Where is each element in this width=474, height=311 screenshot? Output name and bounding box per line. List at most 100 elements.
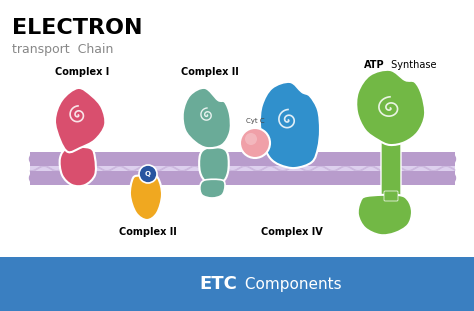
Circle shape — [51, 173, 62, 183]
Circle shape — [274, 154, 285, 165]
Circle shape — [200, 154, 211, 165]
PathPatch shape — [200, 179, 225, 198]
Circle shape — [210, 154, 221, 165]
FancyBboxPatch shape — [384, 191, 398, 201]
Circle shape — [392, 154, 402, 165]
Circle shape — [157, 154, 168, 165]
Text: Cyt C: Cyt C — [246, 118, 264, 124]
Circle shape — [72, 154, 83, 165]
Circle shape — [328, 154, 338, 165]
Text: ATP: ATP — [365, 60, 385, 70]
Circle shape — [445, 173, 456, 183]
Circle shape — [370, 173, 381, 183]
Circle shape — [317, 173, 328, 183]
Circle shape — [423, 154, 434, 165]
PathPatch shape — [182, 88, 231, 148]
PathPatch shape — [260, 82, 320, 168]
Circle shape — [253, 154, 264, 165]
Circle shape — [125, 154, 136, 165]
Text: ELECTRON: ELECTRON — [12, 18, 143, 38]
Circle shape — [125, 173, 136, 183]
Circle shape — [72, 173, 83, 183]
Circle shape — [445, 154, 456, 165]
PathPatch shape — [358, 195, 412, 235]
Circle shape — [189, 154, 200, 165]
Text: transport  Chain: transport Chain — [12, 44, 113, 57]
Circle shape — [328, 173, 338, 183]
Circle shape — [242, 154, 253, 165]
Circle shape — [179, 173, 190, 183]
Circle shape — [82, 154, 94, 165]
Circle shape — [402, 154, 413, 165]
Text: Complex I: Complex I — [55, 67, 109, 77]
Circle shape — [434, 154, 445, 165]
Circle shape — [349, 173, 360, 183]
Circle shape — [240, 128, 270, 158]
Circle shape — [434, 173, 445, 183]
Circle shape — [402, 173, 413, 183]
Text: ETC: ETC — [199, 275, 237, 293]
Circle shape — [381, 173, 392, 183]
Circle shape — [179, 154, 190, 165]
Circle shape — [232, 173, 243, 183]
PathPatch shape — [60, 147, 96, 186]
Circle shape — [136, 173, 147, 183]
Circle shape — [381, 154, 392, 165]
FancyBboxPatch shape — [30, 171, 455, 185]
Circle shape — [115, 154, 126, 165]
Text: Components: Components — [240, 276, 342, 291]
Circle shape — [245, 133, 257, 145]
Circle shape — [115, 173, 126, 183]
Circle shape — [168, 154, 179, 165]
Circle shape — [412, 154, 424, 165]
Circle shape — [349, 154, 360, 165]
Circle shape — [93, 154, 104, 165]
PathPatch shape — [55, 88, 105, 152]
Text: Complex IV: Complex IV — [261, 227, 323, 237]
Circle shape — [146, 173, 157, 183]
Circle shape — [139, 165, 157, 183]
Circle shape — [40, 154, 51, 165]
Circle shape — [210, 173, 221, 183]
Circle shape — [29, 154, 40, 165]
Circle shape — [306, 154, 317, 165]
Circle shape — [295, 154, 307, 165]
Circle shape — [157, 173, 168, 183]
FancyBboxPatch shape — [30, 152, 455, 166]
Circle shape — [136, 154, 147, 165]
Circle shape — [221, 154, 232, 165]
Circle shape — [359, 173, 370, 183]
Circle shape — [40, 173, 51, 183]
FancyBboxPatch shape — [30, 152, 455, 185]
Circle shape — [338, 154, 349, 165]
Circle shape — [232, 154, 243, 165]
Circle shape — [285, 173, 296, 183]
Circle shape — [62, 154, 73, 165]
Circle shape — [62, 173, 73, 183]
Circle shape — [412, 173, 424, 183]
Circle shape — [189, 173, 200, 183]
Circle shape — [146, 154, 157, 165]
Text: Complex II: Complex II — [181, 67, 239, 77]
Circle shape — [200, 173, 211, 183]
Circle shape — [93, 173, 104, 183]
FancyBboxPatch shape — [0, 257, 474, 311]
Circle shape — [317, 154, 328, 165]
Circle shape — [51, 154, 62, 165]
Circle shape — [295, 173, 307, 183]
Text: Q: Q — [145, 171, 151, 177]
Circle shape — [168, 173, 179, 183]
Circle shape — [370, 154, 381, 165]
Circle shape — [423, 173, 434, 183]
Circle shape — [359, 154, 370, 165]
Circle shape — [285, 154, 296, 165]
Text: Complex II: Complex II — [119, 227, 177, 237]
Circle shape — [264, 154, 274, 165]
Circle shape — [253, 173, 264, 183]
FancyBboxPatch shape — [381, 138, 401, 197]
PathPatch shape — [356, 70, 425, 145]
Circle shape — [29, 173, 40, 183]
Circle shape — [392, 173, 402, 183]
Circle shape — [242, 173, 253, 183]
Circle shape — [306, 173, 317, 183]
